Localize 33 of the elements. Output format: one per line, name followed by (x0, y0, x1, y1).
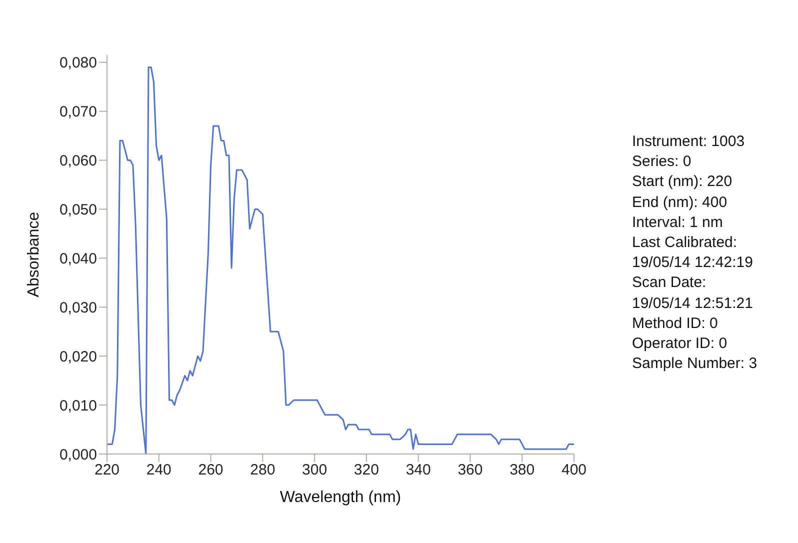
x-tick-label: 300 (302, 462, 328, 479)
text: Operator ID: 0 (632, 334, 728, 354)
text: Sample Number: 3 (632, 354, 758, 374)
y-tick-label: 0,080 (59, 54, 97, 72)
x-tick-label: 360 (458, 462, 483, 479)
x-tick-label: 220 (94, 462, 120, 479)
text: Start (nm): 220 (632, 172, 734, 192)
text: End (nm): 400 (632, 192, 728, 213)
y-tick-label: 0,060 (59, 152, 97, 170)
x-axis-title: Wavelength (nm) (280, 489, 402, 506)
y-tick-label: 0,030 (59, 299, 97, 316)
x-tick-label: 380 (510, 462, 535, 479)
y-axis-title: Absorbance (26, 212, 43, 298)
text: Scan Date: (632, 273, 708, 294)
x-tick-label: 340 (406, 462, 431, 479)
text: 19/05/14 12:51:21 (632, 294, 754, 314)
x-tick-label: 260 (198, 462, 224, 479)
text: Series: 0 (632, 152, 692, 172)
x-tick-label: 240 (146, 462, 172, 479)
y-tick-label: 0,050 (59, 202, 97, 219)
x-tick-label: 320 (354, 462, 379, 479)
y-tick-label: 0,010 (59, 397, 97, 414)
x-tick-label: 280 (250, 462, 276, 479)
y-tick-label: 0,000 (59, 446, 97, 464)
text: Instrument: 1003 (632, 132, 746, 152)
text: Method ID: 0 (632, 314, 719, 334)
text: Last Calibrated: (632, 233, 738, 254)
x-tick-label: 400 (561, 462, 587, 479)
text: 19/05/14 12:42:19 (632, 253, 754, 274)
y-tick-label: 0,070 (59, 104, 97, 121)
text: Interval: 1 nm (632, 212, 724, 233)
y-tick-label: 0,020 (59, 348, 97, 366)
y-tick-label: 0,040 (59, 250, 97, 268)
